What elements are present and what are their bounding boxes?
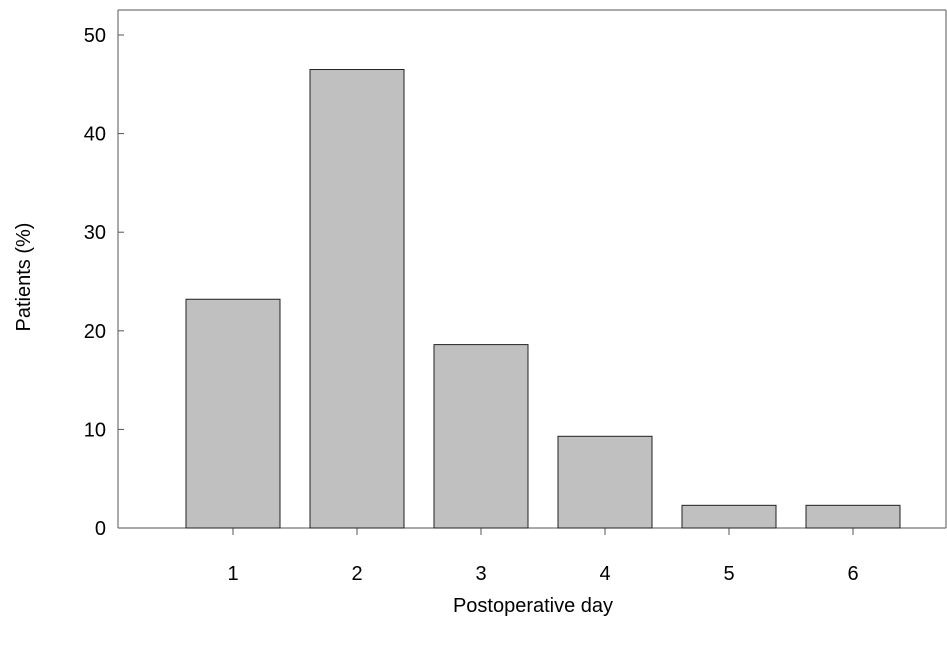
bar-day-1 <box>185 298 281 529</box>
y-tick-label: 30 <box>84 222 106 244</box>
y-axis-ticks: 0 10 20 30 40 50 <box>84 25 124 540</box>
bar-day-3 <box>433 344 529 529</box>
y-tick-label: 20 <box>84 321 106 343</box>
x-tick-label: 1 <box>227 563 238 585</box>
y-tick-label: 0 <box>95 518 106 540</box>
y-tick-label: 10 <box>84 419 106 441</box>
x-tick-label: 3 <box>475 563 486 585</box>
y-tick-label: 50 <box>84 25 106 47</box>
bars <box>185 69 901 529</box>
y-tick-label: 40 <box>84 124 106 146</box>
bar-day-4 <box>557 435 653 529</box>
x-tick-label: 2 <box>351 563 362 585</box>
bar-day-6 <box>805 504 901 529</box>
x-axis-title: Postoperative day <box>453 595 613 617</box>
bar-day-5 <box>681 504 777 529</box>
x-axis-ticks: 1 2 3 4 5 6 <box>227 528 859 585</box>
x-tick-label: 4 <box>599 563 610 585</box>
x-tick-label: 6 <box>847 563 858 585</box>
y-axis-title: Patients (%) <box>13 223 35 332</box>
x-tick-label: 5 <box>723 563 734 585</box>
bar-day-2 <box>309 69 405 529</box>
